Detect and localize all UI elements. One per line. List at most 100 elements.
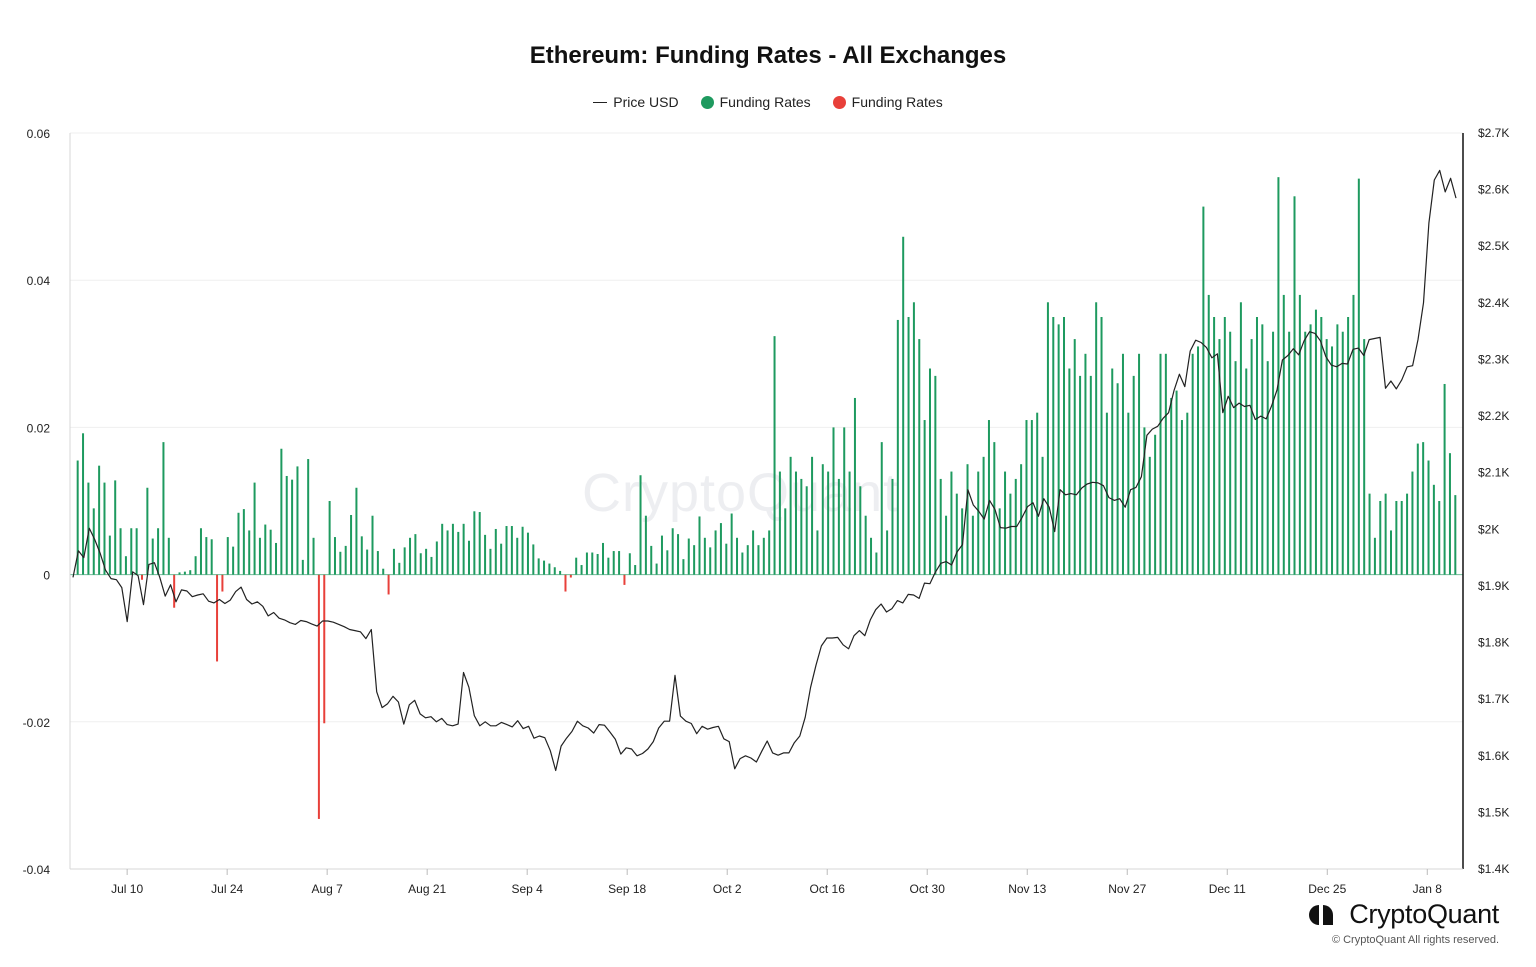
funding-rate-bars [70, 177, 1463, 819]
legend-label-funding-negative: Funding Rates [851, 94, 943, 110]
funding-bar-positive [559, 570, 562, 575]
funding-bar-positive [269, 529, 272, 575]
funding-bar-positive [446, 530, 449, 575]
funding-bar-positive [752, 530, 755, 575]
funding-bar-positive [778, 471, 781, 575]
funding-bar-positive [634, 565, 637, 575]
funding-bar-positive [886, 530, 889, 575]
funding-bar-positive [371, 515, 374, 575]
funding-bar-positive [848, 471, 851, 575]
funding-bar-positive [612, 551, 615, 575]
funding-bar-positive [719, 523, 722, 575]
funding-bar-positive [1218, 339, 1221, 575]
funding-bar-positive [1132, 375, 1135, 575]
funding-bar-positive [773, 336, 776, 575]
funding-bar-positive [987, 420, 990, 575]
funding-bar-positive [832, 427, 835, 575]
funding-bar-positive [425, 548, 428, 575]
funding-bar-positive [312, 537, 315, 575]
funding-bar-positive [1234, 361, 1237, 575]
funding-bar-positive [1282, 294, 1285, 575]
funding-bar-positive [1245, 368, 1248, 575]
funding-bar-positive [473, 511, 476, 575]
brand-logo: CryptoQuant [1307, 899, 1499, 930]
funding-bar-positive [618, 551, 621, 575]
chart-legend: Price USD Funding Rates Funding Rates [0, 94, 1536, 110]
funding-bar-positive [360, 536, 363, 575]
funding-bar-positive [693, 545, 696, 575]
funding-bar-positive [205, 537, 208, 575]
funding-bar-positive [1111, 368, 1114, 575]
funding-bar-positive [1363, 339, 1366, 575]
funding-bar-positive [1277, 177, 1280, 575]
funding-bar-positive [494, 528, 497, 575]
funding-bar-positive [189, 570, 192, 575]
funding-bar-positive [275, 542, 278, 575]
funding-bar-positive [1422, 442, 1425, 575]
funding-bar-negative [623, 574, 626, 585]
funding-bar-positive [339, 551, 342, 575]
funding-bar-positive [242, 509, 245, 575]
legend-item-funding-negative[interactable]: Funding Rates [832, 94, 943, 110]
x-tick-label: Jul 24 [211, 882, 243, 896]
funding-bar-positive [1057, 324, 1060, 575]
funding-bar-positive [1068, 368, 1071, 575]
funding-bar-positive [1036, 412, 1039, 575]
funding-bar-positive [510, 526, 513, 575]
funding-bar-positive [537, 558, 540, 575]
funding-bar-positive [462, 523, 465, 575]
funding-bar-positive [291, 479, 294, 575]
price-usd-line [72, 169, 1457, 772]
x-tick-label: Sep 4 [512, 882, 544, 896]
legend-item-funding-positive[interactable]: Funding Rates [700, 94, 811, 110]
funding-bar-positive [285, 475, 288, 575]
funding-bar-positive [162, 442, 165, 575]
funding-bar-positive [1164, 353, 1167, 575]
funding-bar-positive [945, 515, 948, 575]
funding-bar-positive [1395, 501, 1398, 575]
funding-bar-positive [392, 548, 395, 575]
funding-bar-positive [950, 471, 953, 575]
funding-bar-positive [998, 508, 1001, 575]
funding-bar-positive [1138, 353, 1141, 575]
y-right-tick-label: $2.4K [1478, 296, 1509, 310]
funding-bar-positive [1186, 412, 1189, 575]
funding-bar-positive [575, 557, 578, 575]
funding-bar-positive [687, 538, 690, 575]
funding-bar-positive [896, 319, 899, 575]
funding-bar-positive [1272, 331, 1275, 575]
funding-bar-positive [709, 547, 712, 575]
funding-bar-positive [1084, 353, 1087, 575]
funding-bar-positive [1293, 196, 1296, 575]
funding-bar-positive [628, 553, 631, 575]
funding-bar-positive [816, 530, 819, 575]
funding-bar-positive [157, 528, 160, 575]
funding-bar-positive [961, 508, 964, 575]
copyright-text: © CryptoQuant All rights reserved. [1331, 934, 1499, 946]
funding-bar-positive [1030, 420, 1033, 575]
x-tick-label: Dec 25 [1308, 882, 1346, 896]
funding-bar-positive [478, 512, 481, 575]
funding-bar-positive [1314, 309, 1317, 575]
y-left-tick-label: -0.02 [23, 716, 51, 730]
funding-bar-positive [864, 515, 867, 575]
funding-bar-positive [146, 487, 149, 575]
funding-bar-positive [596, 553, 599, 575]
funding-bar-positive [87, 482, 90, 575]
funding-bar-positive [725, 543, 728, 575]
funding-bar-positive [1100, 317, 1103, 575]
funding-bar-positive [1159, 353, 1162, 575]
legend-item-price[interactable]: Price USD [593, 94, 679, 110]
y-right-tick-label: $1.7K [1478, 692, 1509, 706]
y-right-tick-label: $1.9K [1478, 579, 1509, 593]
funding-bar-positive [328, 501, 331, 575]
funding-bar-positive [714, 530, 717, 575]
funding-bar-positive [264, 524, 267, 575]
funding-bar-positive [258, 537, 261, 575]
funding-bar-positive [880, 442, 883, 575]
funding-bar-positive [98, 465, 101, 575]
funding-bar-positive [307, 459, 310, 575]
funding-bar-positive [660, 535, 663, 575]
funding-bar-positive [1347, 317, 1350, 575]
funding-bar-positive [811, 456, 814, 575]
